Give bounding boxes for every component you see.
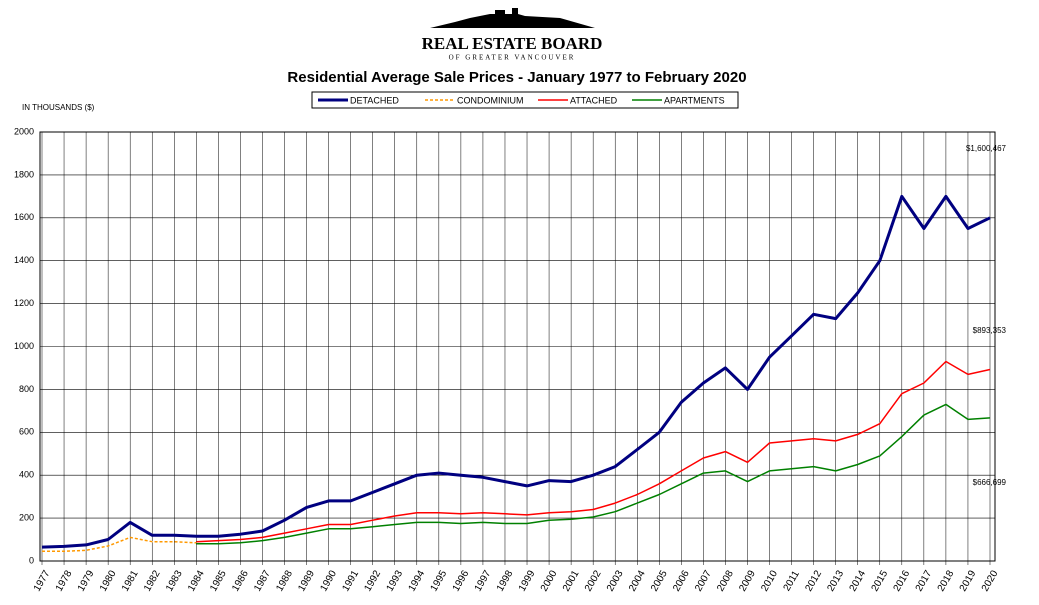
x-tick-label: 1982 [142, 568, 163, 593]
chart-title: Residential Average Sale Prices - Januar… [287, 69, 746, 86]
x-tick-label: 1992 [362, 568, 383, 593]
y-tick-label: 200 [19, 512, 34, 522]
y-tick-label: 1200 [14, 298, 34, 308]
y-tick-label: 600 [19, 427, 34, 437]
x-tick-label: 1995 [429, 568, 450, 593]
x-tick-label: 1985 [208, 568, 229, 593]
logo-sub: OF GREATER VANCOUVER [449, 54, 576, 62]
x-tick-label: 2005 [649, 568, 670, 593]
x-tick-label: 1989 [296, 568, 317, 593]
x-tick-label: 2015 [870, 568, 891, 593]
logo-name: REAL ESTATE BOARD [422, 34, 603, 53]
x-tick-label: 1998 [495, 568, 516, 593]
annotation: $893,353 [973, 326, 1007, 335]
x-tick-label: 2001 [561, 568, 582, 593]
x-tick-label: 1991 [340, 568, 361, 593]
x-tick-label: 1983 [164, 568, 185, 593]
x-tick-label: 1996 [451, 568, 472, 593]
x-tick-label: 2000 [539, 568, 560, 593]
series-line [196, 403, 991, 545]
y-tick-label: 1000 [14, 341, 34, 351]
x-tick-label: 2019 [958, 568, 979, 593]
x-tick-label: 2004 [627, 568, 648, 593]
x-tick-label: 2018 [936, 568, 957, 593]
series-line [41, 194, 991, 549]
x-tick-label: 1997 [473, 568, 494, 593]
x-tick-label: 1981 [120, 568, 141, 593]
x-tick-label: 2017 [914, 568, 935, 593]
x-tick-label: 1977 [32, 568, 53, 593]
y-tick-label: 1800 [14, 169, 34, 179]
x-tick-label: 2010 [759, 568, 780, 593]
y-tick-label: 1600 [14, 212, 34, 222]
x-tick-label: 2013 [825, 568, 846, 593]
x-tick-label: 1993 [385, 568, 406, 593]
x-tick-label: 1990 [318, 568, 339, 593]
y-tick-label: 0 [29, 555, 34, 565]
x-tick-label: 1984 [186, 568, 207, 593]
x-tick-label: 1986 [230, 568, 251, 593]
legend-label: ATTACHED [570, 95, 618, 105]
legend-label: APARTMENTS [664, 95, 725, 105]
x-tick-label: 2009 [737, 568, 758, 593]
x-tick-label: 2011 [782, 569, 802, 594]
annotation: $1,600,467 [966, 144, 1007, 153]
x-tick-label: 2006 [671, 568, 692, 593]
x-tick-label: 1980 [98, 568, 119, 593]
x-tick-label: 2003 [605, 568, 626, 593]
x-tick-label: 1979 [76, 568, 97, 593]
legend [311, 91, 739, 109]
x-tick-label: 2016 [892, 568, 913, 593]
logo: REAL ESTATE BOARD OF GREATER VANCOUVER [422, 8, 603, 62]
legend-label: DETACHED [350, 95, 399, 105]
y-tick-label: 1400 [14, 255, 34, 265]
x-tick-label: 2008 [715, 568, 736, 593]
x-tick-label: 2007 [693, 568, 714, 593]
y-tick-label: 2000 [14, 126, 34, 136]
x-tick-label: 2014 [848, 568, 869, 593]
series-line [42, 536, 197, 553]
x-tick-label: 1978 [54, 568, 75, 593]
annotation: $666,699 [973, 478, 1007, 487]
series-line [196, 360, 991, 543]
x-tick-label: 1987 [252, 568, 273, 593]
y-axis-label: IN THOUSANDS ($) [22, 103, 95, 112]
skyline [430, 8, 595, 28]
x-tick-label: 1988 [274, 568, 295, 593]
x-tick-label: 1999 [517, 568, 538, 593]
legend-label: CONDOMINIUM [457, 95, 524, 105]
y-tick-label: 400 [19, 470, 34, 480]
x-tick-label: 2012 [803, 568, 824, 593]
x-tick-label: 2002 [583, 568, 604, 593]
x-tick-label: 2020 [980, 568, 1001, 593]
y-tick-label: 800 [19, 384, 34, 394]
x-tick-label: 1994 [407, 568, 428, 593]
